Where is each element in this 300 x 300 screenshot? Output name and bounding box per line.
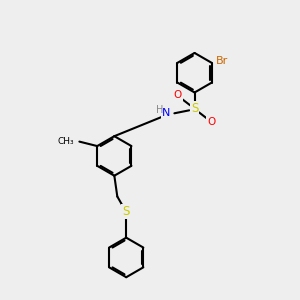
Text: CH₃: CH₃ [57,136,74,146]
Text: S: S [122,205,130,218]
Text: Br: Br [216,56,228,66]
Text: N: N [162,108,170,118]
Text: H: H [156,105,163,115]
Text: S: S [191,102,198,115]
Text: O: O [207,117,216,127]
Text: O: O [173,91,182,100]
